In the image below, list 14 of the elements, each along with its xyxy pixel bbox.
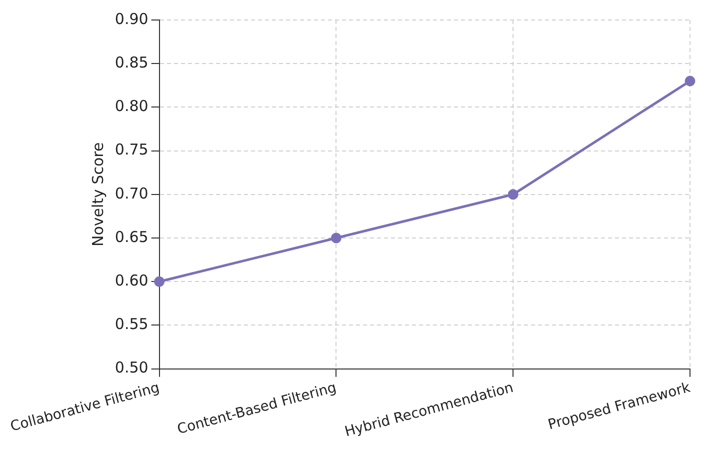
y-tick-label: 0.50 xyxy=(114,358,148,377)
y-tick-label: 0.90 xyxy=(114,10,148,28)
point xyxy=(154,276,165,287)
point xyxy=(508,189,518,200)
y-tick-label: 0.75 xyxy=(114,140,148,159)
point xyxy=(330,232,342,244)
y-tick-label: 0.55 xyxy=(114,315,148,334)
y-tick-label: 0.80 xyxy=(114,97,148,116)
point xyxy=(684,76,696,86)
y-tick-label: 0.70 xyxy=(114,184,148,202)
y-tick-label: 0.85 xyxy=(114,53,148,72)
y-tick-label: 0.60 xyxy=(114,272,148,290)
y-axis-title: Novelty Score xyxy=(88,142,107,247)
y-tick-label: 0.65 xyxy=(114,228,148,246)
